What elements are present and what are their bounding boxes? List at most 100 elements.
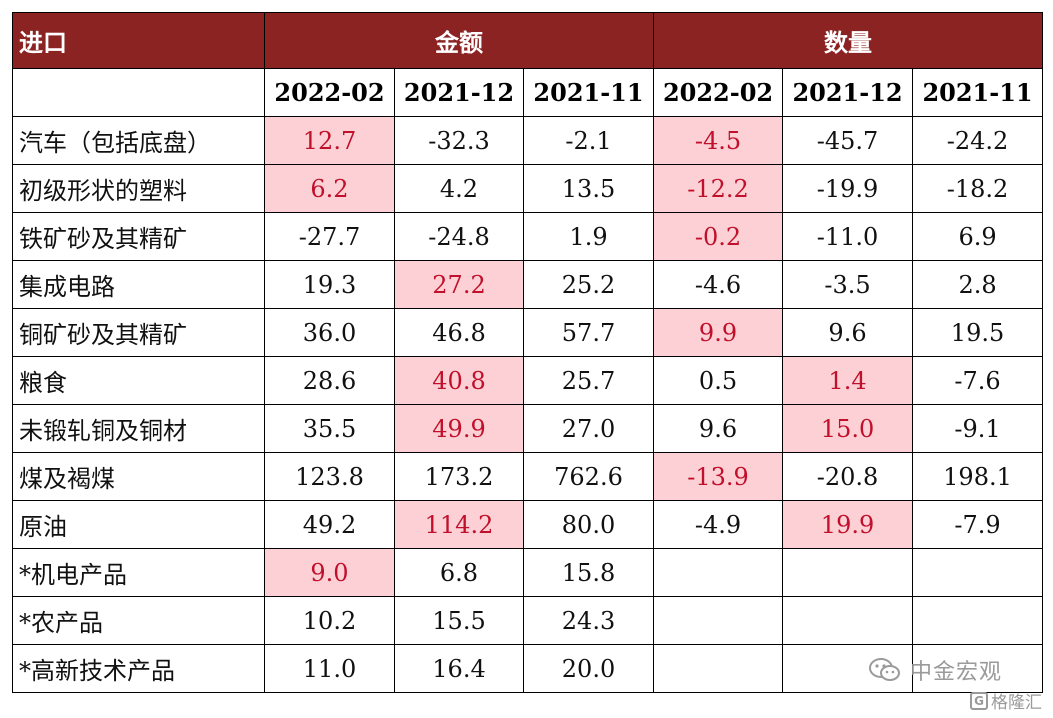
value-cell: 19.5	[912, 308, 1044, 357]
value-cell: -4.6	[653, 260, 784, 309]
value-cell: 19.3	[264, 260, 395, 309]
value-cell	[782, 596, 914, 645]
value-cell: 762.6	[522, 452, 655, 501]
value-cell: -4.9	[653, 500, 784, 549]
corner-label: 进口	[12, 12, 265, 69]
highlighted-cell: 15.0	[782, 404, 914, 453]
value-cell: 13.5	[522, 164, 655, 213]
row-label: 粮食	[12, 356, 265, 405]
table-row: 初级形状的塑料 6.2 4.2 13.5 -12.2 -19.9 -18.2	[12, 164, 1044, 213]
value-cell: 25.2	[522, 260, 655, 309]
table-row: *机电产品 9.0 6.8 15.8	[12, 548, 1044, 597]
value-cell: -7.6	[912, 356, 1044, 405]
row-label: *机电产品	[12, 548, 265, 597]
value-cell: 15.8	[522, 548, 655, 597]
value-cell: 36.0	[264, 308, 395, 357]
value-cell: 27.0	[522, 404, 655, 453]
table-row: 汽车（包括底盘） 12.7 -32.3 -2.1 -4.5 -45.7 -24.2	[12, 116, 1044, 165]
table-body: 汽车（包括底盘） 12.7 -32.3 -2.1 -4.5 -45.7 -24.2 初级形状的…	[12, 116, 1044, 693]
table-row: 铜矿砂及其精矿 36.0 46.8 57.7 9.9 9.6 19.5	[12, 308, 1044, 357]
value-cell: -3.5	[782, 260, 914, 309]
period-header: 2021-11	[522, 68, 655, 117]
value-cell: -45.7	[782, 116, 914, 165]
row-label: 集成电路	[12, 260, 265, 309]
group-amount-header: 金额	[263, 12, 655, 69]
value-cell: 28.6	[264, 356, 395, 405]
value-cell	[912, 548, 1044, 597]
value-cell: 57.7	[522, 308, 655, 357]
table-row: 铁矿砂及其精矿 -27.7 -24.8 1.9 -0.2 -11.0 6.9	[12, 212, 1044, 261]
import-table: 进口 金额 数量 2022-02 2021-12 2021-11 2022-02…	[12, 12, 1044, 693]
value-cell: -24.2	[912, 116, 1044, 165]
value-cell: 0.5	[653, 356, 784, 405]
value-cell: 16.4	[394, 644, 524, 693]
value-cell: 6.9	[912, 212, 1044, 261]
value-cell: -32.3	[394, 116, 524, 165]
brand-watermark: G 格隆汇	[970, 688, 1042, 713]
value-cell: -2.1	[522, 116, 655, 165]
highlighted-cell: 114.2	[394, 500, 524, 549]
highlighted-cell: -13.9	[653, 452, 784, 501]
value-cell	[782, 548, 914, 597]
period-header: 2021-12	[394, 68, 524, 117]
highlighted-cell: 1.4	[782, 356, 914, 405]
table-row: 集成电路 19.3 27.2 25.2 -4.6 -3.5 2.8	[12, 260, 1044, 309]
value-cell: 49.2	[264, 500, 395, 549]
value-cell: -24.8	[394, 212, 524, 261]
value-cell	[912, 596, 1044, 645]
value-cell: 11.0	[264, 644, 395, 693]
period-header: 2022-02	[264, 68, 395, 117]
value-cell: 9.6	[653, 404, 784, 453]
highlighted-cell: -12.2	[653, 164, 784, 213]
value-cell	[653, 644, 784, 693]
highlighted-cell: 9.9	[653, 308, 784, 357]
row-label: *农产品	[12, 596, 265, 645]
row-label: 未锻轧铜及铜材	[12, 404, 265, 453]
period-header-row: 2022-02 2021-12 2021-11 2022-02 2021-12 …	[12, 68, 1044, 117]
value-cell: 2.8	[912, 260, 1044, 309]
value-cell: 10.2	[264, 596, 395, 645]
row-label: 铁矿砂及其精矿	[12, 212, 265, 261]
period-header: 2021-11	[912, 68, 1044, 117]
value-cell: 198.1	[912, 452, 1044, 501]
highlighted-cell: -4.5	[653, 116, 784, 165]
highlighted-cell: 49.9	[394, 404, 524, 453]
table-row: 粮食 28.6 40.8 25.7 0.5 1.4 -7.6	[12, 356, 1044, 405]
value-cell: 20.0	[522, 644, 655, 693]
value-cell: 9.6	[782, 308, 914, 357]
period-header: 2021-12	[782, 68, 914, 117]
watermark-text: 中金宏观	[910, 660, 1003, 685]
period-header: 2022-02	[653, 68, 784, 117]
table-row: 未锻轧铜及铜材 35.5 49.9 27.0 9.6 15.0 -9.1	[12, 404, 1044, 453]
highlighted-cell: 27.2	[394, 260, 524, 309]
highlighted-cell: 6.2	[264, 164, 395, 213]
value-cell	[653, 596, 784, 645]
value-cell: 15.5	[394, 596, 524, 645]
highlighted-cell: -0.2	[653, 212, 784, 261]
highlighted-cell: 12.7	[264, 116, 395, 165]
row-label: *高新技术产品	[12, 644, 265, 693]
value-cell: -20.8	[782, 452, 914, 501]
table-row: *农产品 10.2 15.5 24.3	[12, 596, 1044, 645]
value-cell: 35.5	[264, 404, 395, 453]
brand-text: 格隆汇	[991, 693, 1042, 713]
highlighted-cell: 40.8	[394, 356, 524, 405]
gelonghui-icon: G	[970, 691, 988, 710]
watermark: 中金宏观	[868, 654, 1002, 686]
value-cell: -18.2	[912, 164, 1044, 213]
value-cell: 173.2	[394, 452, 524, 501]
value-cell: 24.3	[522, 596, 655, 645]
value-cell: 123.8	[264, 452, 395, 501]
group-quantity-header: 数量	[653, 12, 1044, 69]
value-cell: 4.2	[394, 164, 524, 213]
row-label: 煤及褐煤	[12, 452, 265, 501]
value-cell: 46.8	[394, 308, 524, 357]
table-row: 煤及褐煤 123.8 173.2 762.6 -13.9 -20.8 198.1	[12, 452, 1044, 501]
value-cell: -7.9	[912, 500, 1044, 549]
value-cell: -19.9	[782, 164, 914, 213]
row-label: 汽车（包括底盘）	[12, 116, 265, 165]
row-label: 铜矿砂及其精矿	[12, 308, 265, 357]
value-cell: -27.7	[264, 212, 395, 261]
value-cell: -9.1	[912, 404, 1044, 453]
row-label: 初级形状的塑料	[12, 164, 265, 213]
